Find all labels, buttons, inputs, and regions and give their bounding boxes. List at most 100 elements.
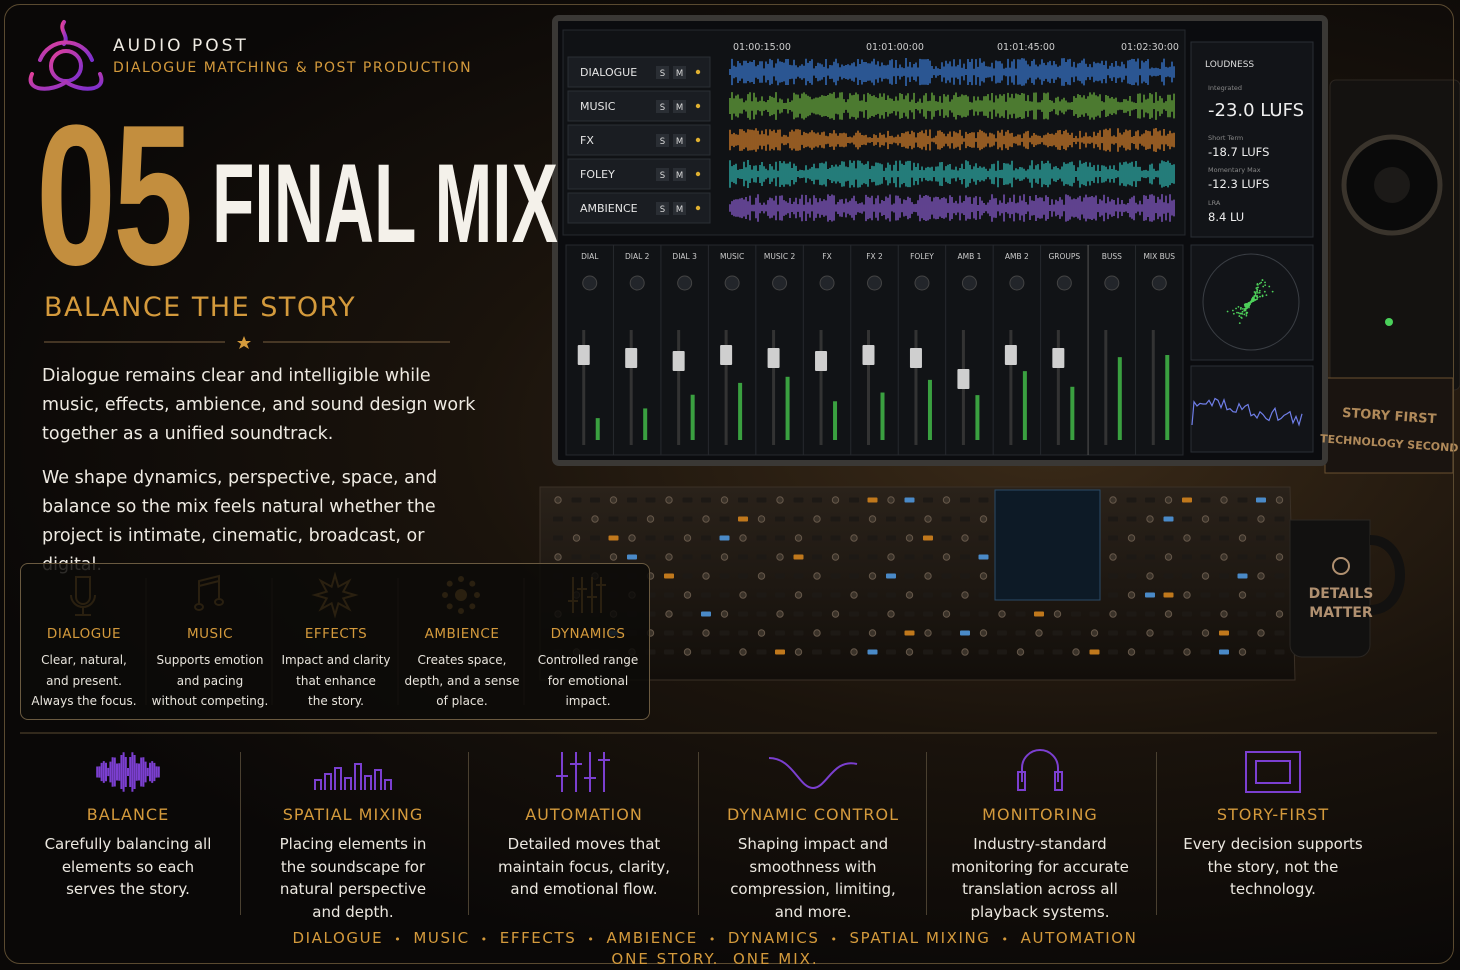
button [1182,516,1192,522]
button [1274,535,1285,541]
track-header [567,90,711,122]
fader-cap [957,369,970,389]
knob [720,610,729,618]
knob [998,610,1006,618]
button [1108,630,1118,636]
fader-cap [909,348,922,368]
button [756,592,767,598]
text-line: of place. [436,694,488,708]
button [775,516,785,522]
brand: AUDIO POST [113,36,249,56]
knob [1009,275,1025,291]
knob [572,534,581,542]
button [1182,497,1192,503]
meter [690,394,695,440]
button [701,535,711,541]
button [756,649,767,655]
button [1163,649,1174,655]
button [923,554,933,560]
gonio-dot [1248,306,1250,309]
knob [1238,648,1247,656]
track-button [656,168,669,181]
gonio-dot [1264,284,1267,287]
text-line: Creates space, [417,653,507,667]
button [701,497,711,503]
button [701,554,711,560]
gonio-dot [1236,311,1238,314]
button [830,592,841,598]
button [719,535,730,541]
pillar-description: Industry-standard monitoring for accurate… [926,833,1154,923]
channel-name: FX [822,252,831,261]
meter [1070,386,1075,440]
track-led [695,137,701,143]
button [867,497,878,503]
button [645,554,656,560]
icon [768,757,858,790]
channel-name: AMB 2 [1005,252,1029,261]
button [682,497,693,503]
button [1071,630,1081,636]
gonio-dot [1244,305,1246,307]
knob [554,496,562,504]
keyword: DIALOGUE [292,929,413,947]
text-line: Shaping impact and [737,835,889,853]
knob [665,496,673,504]
button [701,611,711,617]
knob [1104,275,1120,291]
gonio-dot [1240,312,1243,315]
knob [739,534,747,542]
track-button-label: S [660,103,665,113]
meter [595,418,600,440]
loudness-value: 8.4 LU [1208,210,1244,224]
speaker-led [1385,318,1393,326]
gonio-dot [1245,311,1248,314]
track-button-label: S [660,69,665,79]
gonio-dot [1263,290,1266,293]
track-name: FX [580,134,594,147]
button [701,649,711,655]
button [608,535,619,541]
knob [868,629,877,637]
button [1071,611,1081,617]
knob [1257,629,1265,637]
button [1237,516,1248,522]
text-line: Detailed moves that [507,835,661,853]
meter [1117,357,1122,440]
channel-name: MIX BUS [1143,252,1175,261]
decor-text: MATTER [1309,605,1373,621]
knob [1183,534,1191,542]
tagline: BALANCE THE STORY [44,292,357,323]
knob [683,591,692,599]
button [719,516,730,522]
track-button [673,168,686,181]
knob [831,496,840,504]
track-name: FOLEY [580,168,615,181]
knob [961,534,969,542]
button [1126,554,1137,560]
meter [785,376,790,440]
button [1145,535,1155,541]
text-line: for emotional [547,673,629,688]
button [664,592,674,598]
knob [1016,648,1025,656]
knob [1035,629,1043,637]
button [775,592,785,598]
meter [1022,371,1027,440]
gonio-dot [1248,304,1251,307]
feature-description: Controlled range for emotional impact. [525,650,651,712]
track-led [695,103,701,109]
meter [643,408,648,440]
button [738,516,748,522]
track-button [673,202,686,215]
knob [831,553,840,561]
button [904,497,915,503]
text-line: monitoring for accurate [951,857,1129,876]
gonio-dot [1244,303,1247,306]
fader-cap [1004,345,1017,365]
button [571,497,582,503]
text-line: Every decision supports [1183,835,1363,853]
button [867,611,878,617]
button [571,554,582,560]
